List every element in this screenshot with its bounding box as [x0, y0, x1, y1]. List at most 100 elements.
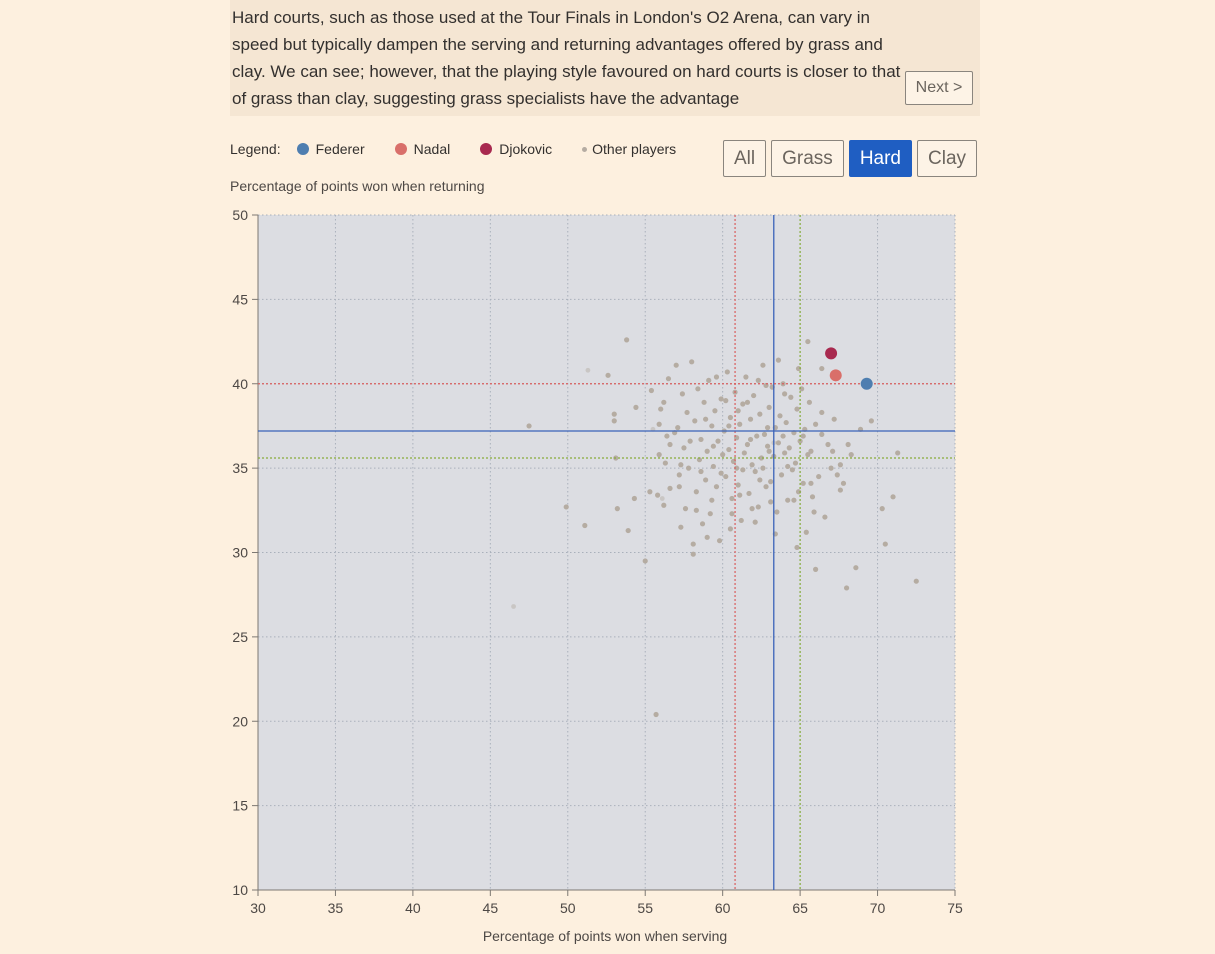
- filter-grass-button[interactable]: Grass: [771, 140, 844, 177]
- next-button[interactable]: Next >: [905, 71, 973, 105]
- player-point: [662, 460, 668, 466]
- filter-all-button[interactable]: All: [723, 140, 767, 177]
- player-point: [744, 441, 751, 448]
- player-point: [655, 492, 661, 498]
- player-point: [743, 374, 749, 380]
- player-point: [734, 465, 740, 471]
- player-point: [813, 421, 819, 427]
- player-point: [667, 485, 673, 491]
- player-point: [755, 504, 761, 510]
- player-point: [791, 497, 797, 503]
- player-point: [775, 357, 782, 363]
- x-tick-label: 70: [870, 900, 886, 916]
- player-point: [729, 495, 735, 502]
- player-point: [837, 487, 843, 493]
- faded-player-point: [511, 604, 516, 609]
- player-point: [843, 585, 850, 591]
- player-point: [678, 462, 684, 468]
- player-point: [605, 372, 611, 378]
- player-point: [837, 462, 843, 468]
- x-tick-label: 40: [405, 900, 421, 916]
- x-tick-label: 65: [792, 900, 808, 916]
- player-point: [665, 376, 672, 382]
- player-point: [729, 511, 735, 517]
- player-point: [661, 502, 667, 508]
- player-point: [723, 398, 729, 404]
- player-point: [803, 529, 809, 535]
- player-point: [611, 411, 617, 417]
- player-point: [797, 438, 803, 444]
- player-point: [744, 399, 751, 405]
- player-point: [828, 465, 834, 471]
- player-point: [751, 392, 757, 399]
- other-players-swatch-icon: [582, 146, 588, 152]
- legend-label-federer: Federer: [315, 141, 365, 157]
- player-point: [712, 408, 718, 414]
- player-point: [690, 541, 696, 547]
- player-point: [741, 450, 747, 456]
- player-point: [805, 338, 811, 345]
- player-point: [777, 413, 783, 419]
- legend-label-djokovic: Djokovic: [499, 141, 553, 157]
- player-point: [780, 433, 786, 439]
- player-point: [806, 399, 813, 405]
- player-point: [703, 416, 709, 422]
- player-point: [704, 448, 710, 454]
- player-point: [834, 472, 840, 478]
- player-point: [709, 423, 715, 429]
- player-point: [890, 494, 896, 500]
- y-tick-label: 10: [232, 882, 248, 898]
- player-point: [698, 436, 704, 443]
- player-point: [746, 490, 752, 497]
- player-point: [563, 504, 569, 510]
- player-point: [664, 433, 670, 439]
- player-point: [840, 480, 847, 486]
- player-point: [819, 409, 825, 416]
- filter-hard-button[interactable]: Hard: [848, 140, 912, 177]
- player-point: [788, 394, 794, 400]
- surface-filter: All Grass Hard Clay: [723, 140, 978, 177]
- x-tick-label: 50: [560, 900, 576, 916]
- y-tick-label: 20: [232, 713, 248, 729]
- player-point: [795, 489, 802, 495]
- player-point: [760, 465, 766, 471]
- federer-swatch-icon: [296, 143, 309, 155]
- player-point: [783, 419, 789, 426]
- player-point: [625, 527, 631, 534]
- player-point: [648, 387, 655, 394]
- player-point: [642, 558, 648, 564]
- player-point: [667, 441, 673, 448]
- player-point: [830, 448, 836, 454]
- x-tick-label: 30: [250, 900, 266, 916]
- y-tick-label: 30: [232, 545, 248, 561]
- player-point: [673, 362, 679, 368]
- player-point: [656, 452, 662, 458]
- player-point: [800, 480, 806, 486]
- player-point: [768, 479, 774, 485]
- player-point: [704, 534, 710, 540]
- player-point: [782, 391, 788, 397]
- player-point: [785, 463, 791, 470]
- player-point: [658, 406, 664, 412]
- player-point: [782, 450, 788, 456]
- player-point: [724, 369, 730, 375]
- player-point: [785, 497, 791, 503]
- player-point: [681, 445, 687, 451]
- player-point: [661, 399, 667, 405]
- player-point: [656, 421, 662, 427]
- y-tick-label: 45: [232, 291, 248, 307]
- filter-clay-button[interactable]: Clay: [917, 140, 978, 177]
- player-point: [611, 418, 617, 424]
- y-tick-label: 15: [232, 798, 248, 814]
- player-point: [800, 433, 806, 439]
- player-point: [631, 495, 637, 502]
- faded-player-point: [659, 496, 665, 501]
- player-point: [760, 362, 766, 368]
- player-point: [747, 416, 754, 422]
- player-point: [718, 396, 724, 402]
- player-point: [786, 445, 792, 451]
- player-point: [707, 511, 713, 517]
- player-point: [811, 509, 817, 515]
- point-djokovic: [825, 347, 838, 360]
- player-point: [740, 401, 746, 407]
